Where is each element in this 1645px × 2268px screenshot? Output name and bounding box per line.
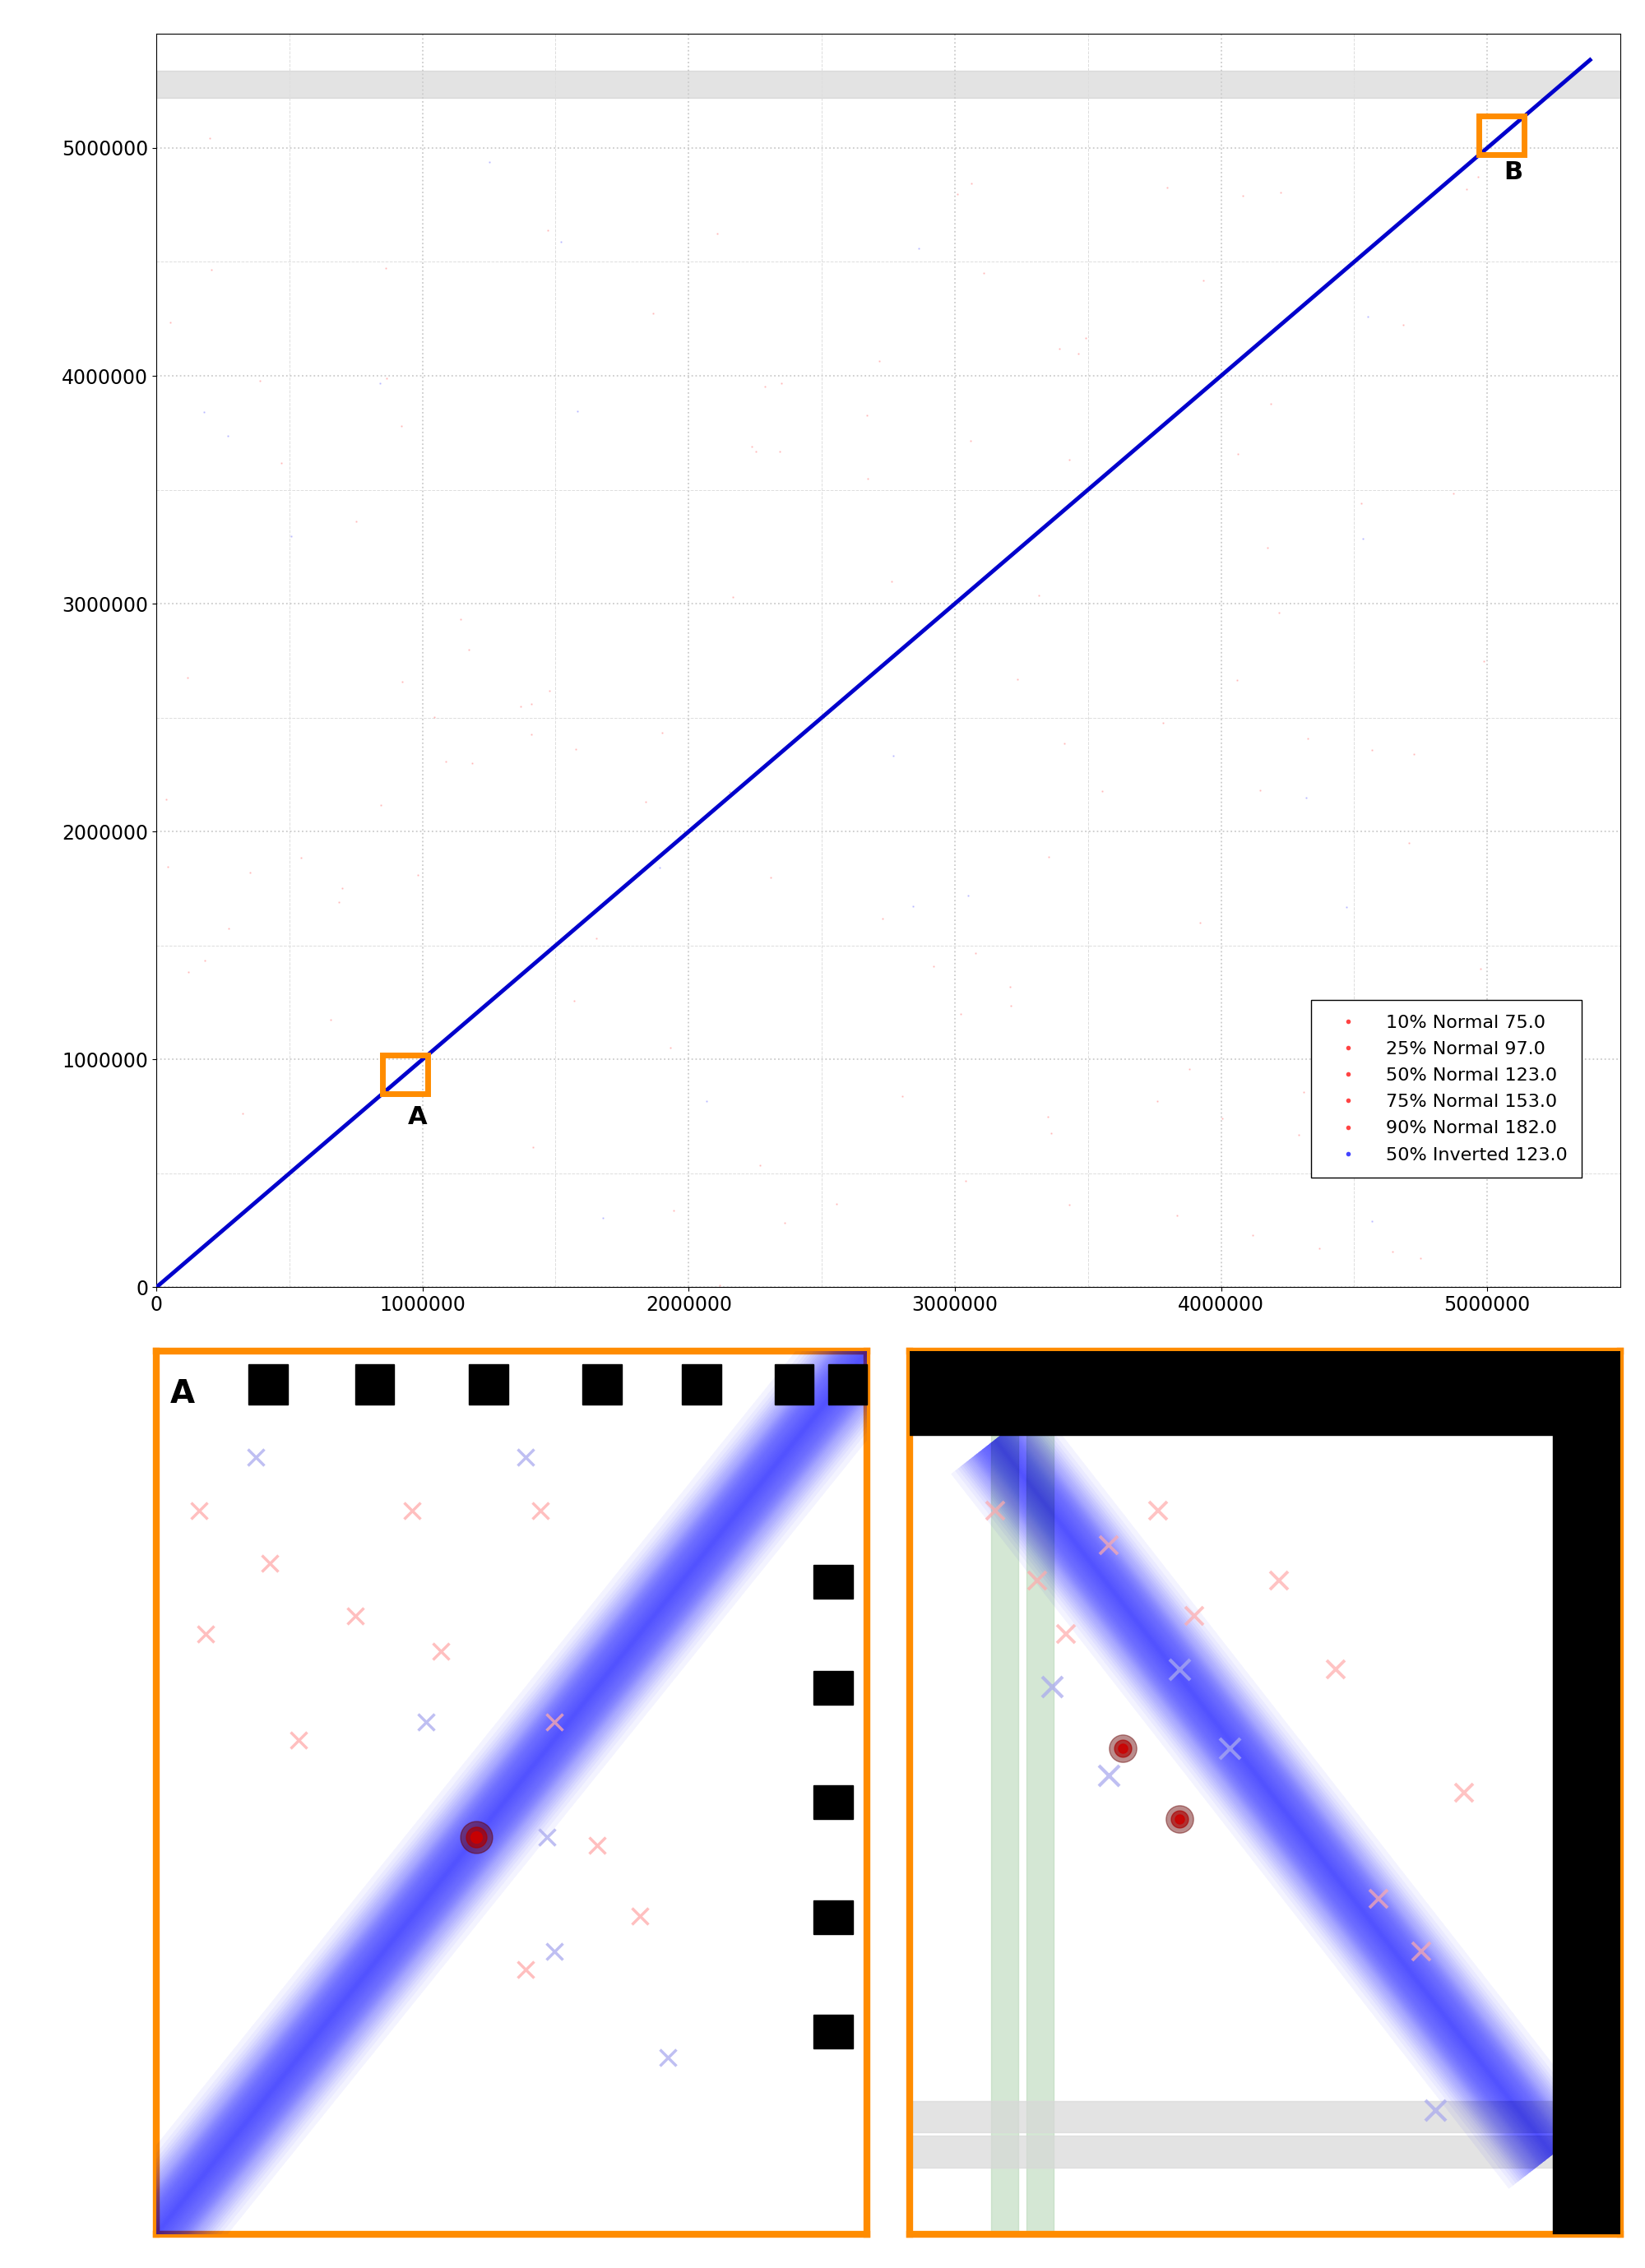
Bar (1026, 1436, 1054, 2234)
Bar (814, 2014, 852, 2048)
Bar (1553, 1352, 1620, 2234)
Text: B: B (924, 1379, 948, 1408)
Bar (355, 1365, 395, 1404)
Bar (992, 1436, 1018, 2234)
Bar (248, 1365, 288, 1404)
Bar (814, 1901, 852, 1935)
Bar (775, 1365, 814, 1404)
Bar (814, 1672, 852, 1706)
Bar (156, 70, 1620, 98)
Text: A: A (408, 1105, 426, 1129)
Bar (582, 1365, 622, 1404)
Bar (827, 1365, 867, 1404)
Bar (814, 1785, 852, 1819)
Bar (469, 1365, 508, 1404)
Text: B: B (1504, 161, 1523, 184)
Bar (910, 2100, 1553, 2132)
Legend: 10% Normal 75.0, 25% Normal 97.0, 50% Normal 123.0, 75% Normal 153.0, 90% Normal: 10% Normal 75.0, 25% Normal 97.0, 50% No… (1311, 1000, 1582, 1177)
Bar (1479, 116, 1525, 154)
Bar (910, 2136, 1553, 2168)
Text: A: A (171, 1379, 196, 1408)
Bar (683, 1365, 721, 1404)
Bar (910, 1352, 1620, 1436)
Bar (814, 1565, 852, 1599)
Bar (383, 1055, 428, 1093)
